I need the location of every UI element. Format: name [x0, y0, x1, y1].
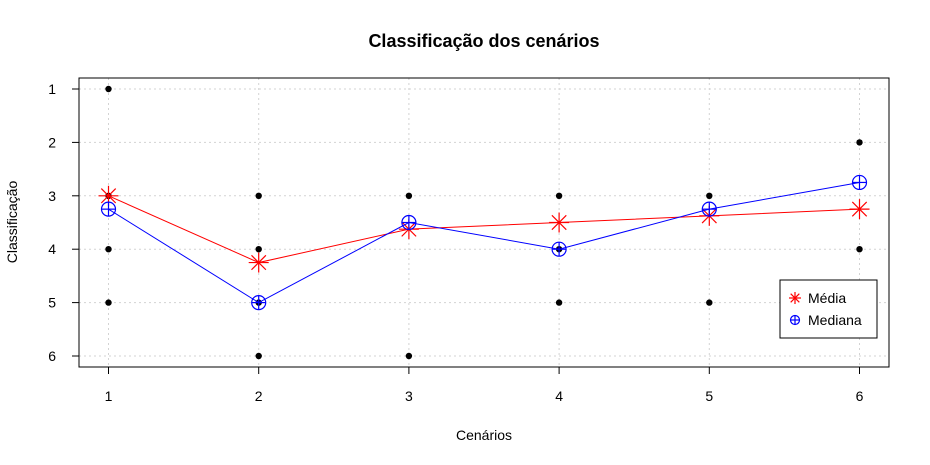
x-tick-label: 6	[856, 388, 864, 404]
data-point	[105, 85, 112, 93]
y-tick-label: 2	[48, 134, 56, 150]
median-marker	[251, 295, 267, 311]
legend-label: Mediana	[808, 312, 862, 328]
mean-marker	[248, 252, 269, 273]
data-point	[706, 299, 713, 306]
series-line-2	[108, 181, 860, 304]
legend-symbol-median	[789, 314, 801, 326]
median-marker	[401, 214, 417, 231]
y-tick-label: 5	[48, 295, 56, 311]
x-tick-label: 2	[255, 388, 263, 404]
x-tick-label: 3	[405, 388, 413, 404]
plot-frame	[78, 77, 890, 368]
data-point	[706, 192, 713, 199]
legend-label: Média	[808, 290, 846, 306]
data-point	[255, 246, 262, 253]
x-tick-label: 5	[705, 388, 713, 404]
x-axis: 1 2 3 4 5 6	[105, 367, 864, 404]
x-tick-label: 4	[555, 388, 563, 404]
y-axis-label: Classificação	[4, 181, 20, 264]
y-tick-label: 1	[48, 81, 56, 97]
x-tick-label: 1	[105, 388, 113, 404]
y-tick-label: 3	[48, 188, 56, 204]
data-point	[405, 192, 413, 199]
mean-marker	[849, 199, 870, 220]
mean-marker	[549, 212, 570, 233]
data-point	[255, 192, 262, 199]
x-axis-label: Cenários	[456, 427, 512, 443]
data-point	[255, 352, 262, 360]
data-point	[405, 352, 413, 360]
series-group	[98, 174, 870, 311]
data-point	[555, 192, 563, 199]
series-line-1	[108, 195, 860, 264]
legend-symbol-mean	[789, 292, 801, 304]
data-point	[105, 299, 112, 306]
data-point	[856, 246, 863, 253]
median-marker	[851, 174, 868, 191]
y-axis: 1 2 3 4 5 6	[48, 81, 79, 364]
data-point	[105, 246, 112, 253]
legend: Média Mediana	[779, 279, 878, 339]
median-marker	[551, 241, 567, 257]
median-marker	[100, 201, 117, 217]
legend-box	[779, 279, 878, 339]
y-tick-label: 4	[48, 241, 56, 257]
chart-title: Classificação dos cenários	[368, 31, 599, 51]
data-point	[856, 139, 863, 146]
grid	[79, 78, 889, 367]
individual-points	[105, 85, 863, 360]
data-point	[555, 299, 563, 306]
y-tick-label: 6	[48, 348, 56, 364]
median-marker	[701, 201, 717, 217]
